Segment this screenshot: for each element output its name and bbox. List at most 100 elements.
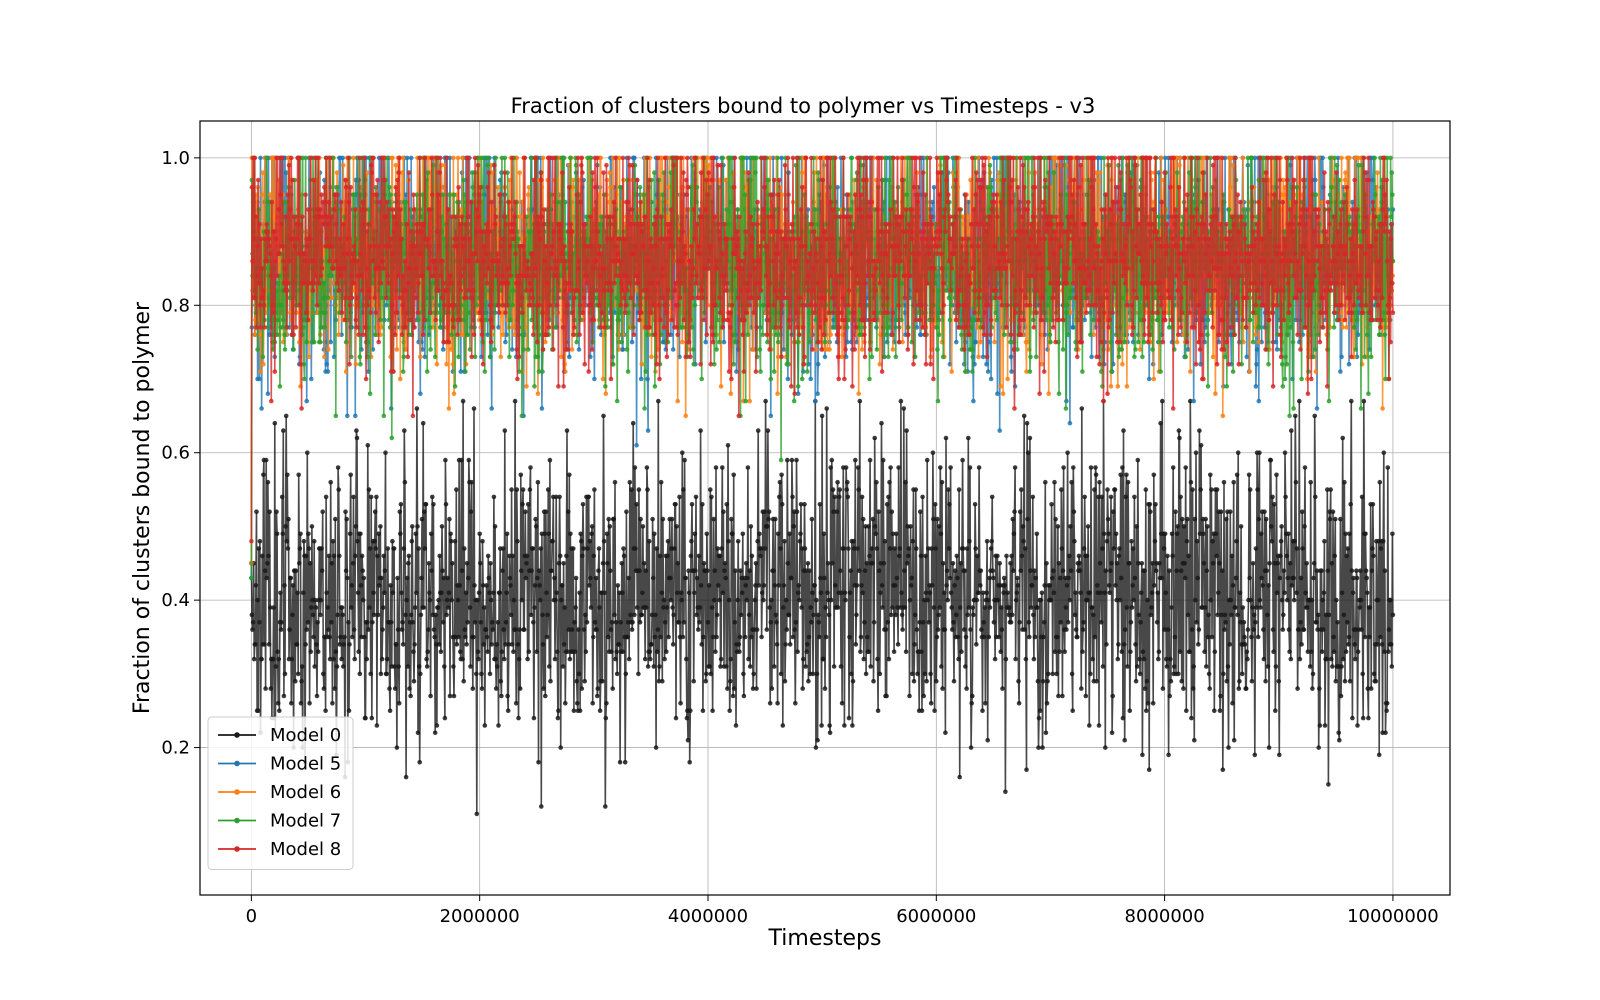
- data-point: [728, 391, 734, 397]
- data-point: [605, 561, 610, 566]
- data-point: [767, 701, 773, 706]
- data-point: [1168, 656, 1173, 662]
- data-point: [1152, 583, 1157, 588]
- data-point: [539, 406, 545, 411]
- data-point: [1293, 479, 1299, 485]
- data-point: [974, 597, 980, 603]
- data-point: [932, 502, 938, 507]
- data-point: [658, 634, 663, 640]
- data-point: [420, 347, 425, 352]
- data-point: [1008, 354, 1014, 360]
- data-point: [1285, 575, 1291, 581]
- data-point: [1330, 509, 1336, 514]
- data-point: [288, 575, 294, 581]
- data-point: [1234, 472, 1240, 478]
- data-point: [447, 155, 453, 161]
- data-point: [1124, 605, 1130, 610]
- data-point: [1221, 671, 1226, 677]
- data-point: [587, 538, 593, 544]
- data-point: [303, 553, 309, 559]
- data-point: [407, 686, 412, 691]
- data-point: [1308, 479, 1313, 485]
- data-point: [1331, 634, 1336, 640]
- data-point: [597, 605, 602, 610]
- data-point: [323, 708, 328, 713]
- data-point: [1213, 531, 1219, 537]
- data-point: [1339, 664, 1344, 669]
- data-point: [1322, 538, 1327, 544]
- data-point: [639, 612, 645, 618]
- data-point: [951, 620, 956, 625]
- data-point: [267, 509, 272, 514]
- data-point: [1270, 494, 1275, 500]
- data-point: [331, 553, 337, 559]
- data-point: [763, 398, 768, 404]
- data-point: [730, 693, 736, 699]
- data-point: [1179, 678, 1184, 684]
- data-point: [860, 590, 865, 596]
- data-point: [1114, 561, 1120, 566]
- data-point: [1149, 590, 1155, 596]
- data-point: [1106, 531, 1111, 537]
- data-point: [1288, 656, 1294, 662]
- data-point: [779, 155, 784, 161]
- data-point: [530, 546, 536, 551]
- data-point: [1358, 597, 1364, 603]
- data-point: [980, 354, 986, 360]
- data-point: [791, 524, 796, 529]
- data-point: [1390, 531, 1395, 537]
- data-point: [324, 590, 330, 596]
- data-point: [398, 502, 404, 507]
- data-point: [1251, 627, 1256, 632]
- data-point: [1123, 494, 1129, 500]
- data-point: [835, 479, 840, 485]
- data-point: [1338, 369, 1343, 374]
- data-point: [1345, 620, 1350, 625]
- data-point: [1212, 708, 1217, 713]
- data-point: [544, 634, 550, 640]
- data-point: [568, 531, 573, 537]
- data-point: [399, 590, 404, 596]
- data-point: [914, 546, 919, 551]
- data-point: [1283, 494, 1288, 500]
- data-point: [1347, 678, 1353, 684]
- data-point: [913, 487, 919, 492]
- data-point: [487, 671, 493, 677]
- data-point: [1113, 531, 1119, 537]
- data-point: [729, 516, 734, 522]
- data-point: [919, 708, 925, 713]
- data-point: [567, 472, 572, 478]
- data-point: [567, 656, 573, 662]
- data-point: [966, 605, 972, 610]
- data-point: [341, 664, 346, 669]
- data-point: [1020, 524, 1026, 529]
- data-point: [1320, 155, 1325, 161]
- data-point: [365, 443, 371, 448]
- data-point: [756, 583, 762, 588]
- data-point: [766, 509, 772, 514]
- data-point: [1036, 745, 1041, 750]
- data-point: [515, 538, 520, 544]
- data-point: [847, 634, 852, 640]
- data-point: [1024, 420, 1030, 426]
- data-point: [1081, 546, 1087, 551]
- data-point: [1042, 583, 1047, 588]
- data-point: [1103, 745, 1108, 750]
- data-point: [1067, 420, 1073, 426]
- data-point: [1257, 450, 1262, 456]
- data-point: [855, 546, 860, 551]
- data-point: [904, 561, 910, 566]
- data-point: [1328, 487, 1333, 492]
- data-point: [569, 347, 575, 352]
- data-point: [1382, 649, 1387, 654]
- data-point: [600, 678, 605, 684]
- data-point: [447, 693, 453, 699]
- data-point: [1135, 457, 1141, 463]
- data-point: [1358, 568, 1363, 573]
- data-point: [1017, 509, 1023, 514]
- data-point: [595, 686, 601, 691]
- data-point: [1173, 509, 1178, 514]
- data-point: [1324, 656, 1329, 662]
- data-point: [277, 708, 282, 713]
